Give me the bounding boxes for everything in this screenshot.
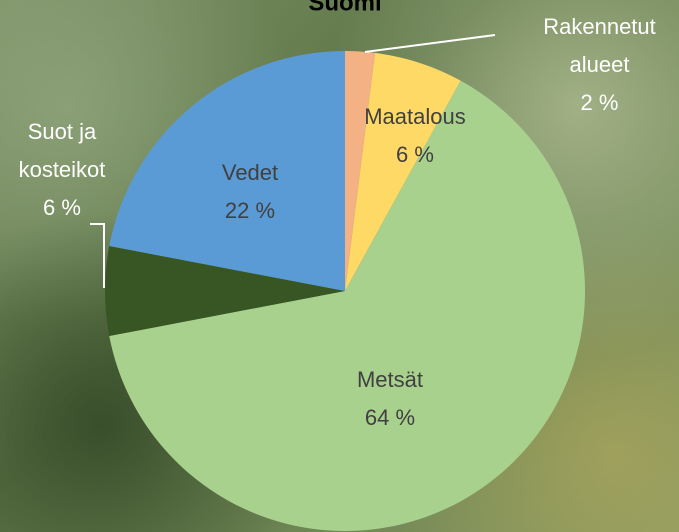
category-label: Suot ja kosteikot (18, 119, 106, 182)
slice-label: Vedet 22 % (170, 154, 330, 230)
leader-line (364, 34, 496, 53)
slice-label: Suot ja kosteikot 6 % (0, 113, 124, 227)
value-label: 6 % (43, 195, 81, 220)
pie-slice (109, 80, 585, 531)
category-label: Vedet (221, 160, 279, 185)
value-label: 22 % (224, 198, 276, 223)
pie-slice (345, 51, 376, 291)
slice-label: Metsät 64 % (300, 361, 480, 437)
slice-label: Rakennetut alueet 2 % (520, 8, 679, 122)
chart-title: Suomi (308, 0, 381, 16)
value-label: 6 % (396, 142, 434, 167)
slice-label: Maatalous 6 % (320, 98, 510, 174)
category-label: Rakennetut alueet (543, 14, 656, 77)
category-label: Maatalous (364, 104, 466, 129)
pie-slice (109, 51, 345, 291)
leader-line (90, 223, 105, 288)
pie-slice (105, 246, 345, 336)
category-label: Metsät (356, 367, 424, 392)
pie-slice (345, 52, 461, 291)
value-label: 2 % (580, 90, 619, 115)
value-label: 64 % (364, 405, 416, 430)
